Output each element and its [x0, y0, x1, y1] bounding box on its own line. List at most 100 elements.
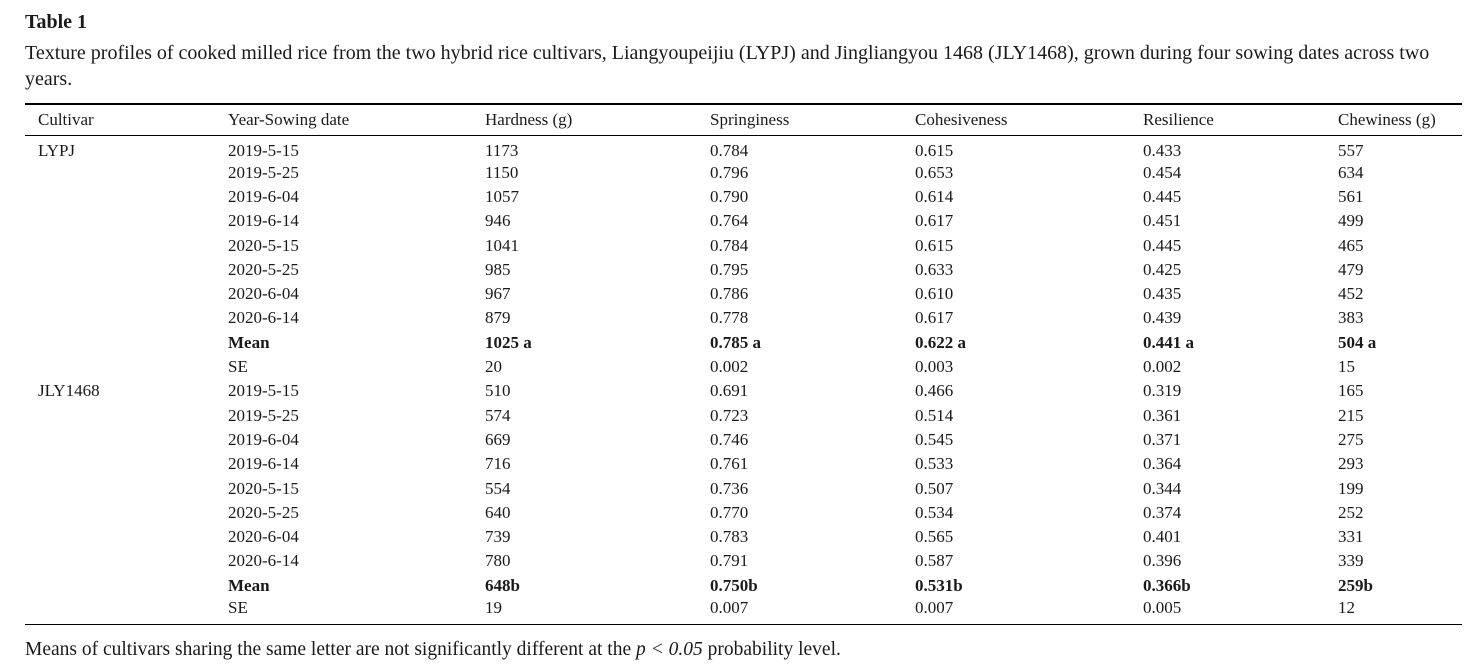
table-cell: 2019-6-14: [228, 454, 299, 474]
table-cell: 0.785 a: [710, 332, 761, 352]
table-cell: 0.746: [710, 429, 749, 449]
table-cell: Mean: [228, 332, 270, 352]
table-cell: 0.761: [710, 454, 749, 474]
table-cell: 0.653: [915, 162, 954, 182]
table-cell: 1173: [485, 140, 519, 160]
table-row: 2020-6-14 780 0.791 0.587 0.396 339: [25, 549, 1462, 573]
table-cell: 0.374: [1143, 502, 1182, 522]
table-cell: 0.615: [915, 140, 954, 160]
column-header-hardness: Hardness (g): [485, 109, 573, 129]
table-row: 2020-5-25 985 0.795 0.633 0.425 479: [25, 258, 1462, 282]
table-cell: 0.401: [1143, 527, 1182, 547]
table-cell: 0.791: [710, 551, 749, 571]
table-cell: 0.003: [915, 357, 954, 377]
table-cell: [25, 282, 215, 306]
table-row: LYPJ 2019-5-15 1173 0.784 0.615 0.433 557: [25, 135, 1462, 161]
table-cell: [25, 185, 215, 209]
table-cell: 0.796: [710, 162, 749, 182]
table-cell: [25, 331, 215, 355]
table-cell: 2020-6-04: [228, 527, 299, 547]
table-cell: 383: [1338, 308, 1364, 328]
table-cell: 19: [485, 597, 502, 617]
table-cell: 0.454: [1143, 162, 1182, 182]
table-cell: 0.622 a: [915, 332, 966, 352]
table-cell: 0.723: [710, 405, 749, 425]
table-cell: [25, 161, 215, 185]
table-cell: 499: [1338, 211, 1364, 231]
table-cell: 0.507: [915, 478, 954, 498]
table-cell: 640: [485, 502, 511, 522]
table-cell: 0.790: [710, 186, 749, 206]
table-cell: 2020-5-15: [228, 478, 299, 498]
table-cell: 0.445: [1143, 186, 1182, 206]
table-cell: 0.691: [710, 381, 749, 401]
table-cell: 339: [1338, 551, 1364, 571]
table-row: 2020-5-25 640 0.770 0.534 0.374 252: [25, 501, 1462, 525]
table-cell: 0.433: [1143, 140, 1182, 160]
table-cell: 0.371: [1143, 429, 1182, 449]
table-cell: 2020-5-15: [228, 235, 299, 255]
table-row: Mean 648b 0.750b 0.531b 0.366b 259b: [25, 574, 1462, 598]
table-cell: 0.614: [915, 186, 954, 206]
footnote-italic: p < 0.05: [635, 638, 703, 660]
column-header-year-sowing-date: Year-Sowing date: [228, 109, 350, 129]
table-cell: 2019-6-04: [228, 429, 299, 449]
texture-profiles-table: Cultivar Year-Sowing date Hardness (g) S…: [25, 103, 1462, 625]
page-title: Table 1: [25, 11, 88, 33]
table-cell: 504 a: [1338, 332, 1377, 352]
table-cell: 554: [485, 478, 511, 498]
table-row: 2020-6-14 879 0.778 0.617 0.439 383: [25, 306, 1462, 330]
table-cell: [25, 525, 215, 549]
table-cell: 1025 a: [485, 332, 532, 352]
table-cell: 0.002: [710, 357, 749, 377]
table-cell: 0.565: [915, 527, 954, 547]
column-header-resilience: Resilience: [1143, 109, 1214, 129]
table-cell: [25, 452, 215, 476]
table-cell: 2020-5-25: [228, 502, 299, 522]
table-cell: 0.439: [1143, 308, 1182, 328]
table-cell: 0.435: [1143, 284, 1182, 304]
table-cell: [25, 574, 215, 598]
table-cell: 0.784: [710, 140, 749, 160]
table-cell: 0.795: [710, 259, 749, 279]
table-cell: 0.425: [1143, 259, 1182, 279]
table-cell: 2019-5-15: [228, 381, 299, 401]
table-row: 2020-5-15 554 0.736 0.507 0.344 199: [25, 476, 1462, 500]
table-cell: 648b: [485, 575, 520, 595]
table-cell: 0.633: [915, 259, 954, 279]
table-header-row: Cultivar Year-Sowing date Hardness (g) S…: [25, 104, 1462, 135]
table-cell: 0.344: [1143, 478, 1182, 498]
table-cell: 2020-6-14: [228, 551, 299, 571]
table-body: LYPJ 2019-5-15 1173 0.784 0.615 0.433 557 2019-…: [25, 135, 1462, 625]
table-cell: 2019-5-15: [228, 140, 299, 160]
table-cell: 259b: [1338, 575, 1373, 595]
table-cell: 0.007: [710, 597, 749, 617]
table-cell: [25, 306, 215, 330]
column-header-springiness: Springiness: [710, 109, 790, 129]
table-cell: 0.466: [915, 381, 954, 401]
table-cell: 0.783: [710, 527, 749, 547]
table-cell: 967: [485, 284, 511, 304]
table-cell: [25, 209, 215, 233]
footnote: Means of cultivars sharing the same lett…: [25, 638, 1462, 662]
table-cell: 12: [1338, 597, 1355, 617]
table-cell: 0.366b: [1143, 575, 1191, 595]
table-row: 2020-5-15 1041 0.784 0.615 0.445 465: [25, 233, 1462, 257]
table-row: 2019-6-14 716 0.761 0.533 0.364 293: [25, 452, 1462, 476]
table-cell: 2019-5-25: [228, 162, 299, 182]
table-cell: 0.002: [1143, 357, 1182, 377]
table-cell: 0.617: [915, 211, 954, 231]
table-cell: 0.451: [1143, 211, 1182, 231]
table-cell: 0.750b: [710, 575, 758, 595]
table-row: SE 19 0.007 0.007 0.005 12: [25, 598, 1462, 625]
footnote-text: Means of cultivars sharing the same lett…: [25, 638, 636, 660]
table-cell: JLY1468: [38, 381, 100, 401]
table-cell: 0.531b: [915, 575, 963, 595]
column-header-cohesiveness: Cohesiveness: [915, 109, 1008, 129]
table-row: 2019-6-14 946 0.764 0.617 0.451 499: [25, 209, 1462, 233]
table-row: JLY1468 2019-5-15 510 0.691 0.466 0.319 165: [25, 379, 1462, 403]
table-cell: 0.005: [1143, 597, 1182, 617]
table-cell: 561: [1338, 186, 1364, 206]
table-cell: 634: [1338, 162, 1364, 182]
